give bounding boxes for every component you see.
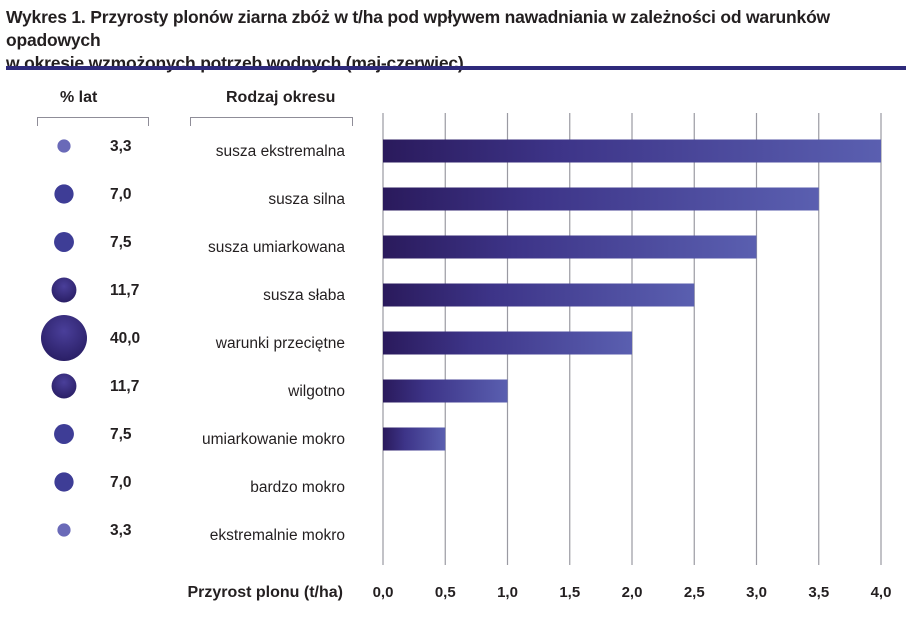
category-label: ekstremalnie mokro bbox=[210, 527, 345, 544]
category-label: susza silna bbox=[268, 191, 345, 208]
bar bbox=[383, 331, 632, 355]
percent-years-bubble bbox=[51, 373, 77, 399]
bar bbox=[383, 235, 757, 259]
percent-years-label: 11,7 bbox=[110, 282, 139, 299]
x-tick-label: 2,5 bbox=[684, 584, 705, 601]
percent-years-label: 40,0 bbox=[110, 330, 140, 347]
x-tick-label: 3,0 bbox=[746, 584, 767, 601]
bar bbox=[383, 187, 819, 211]
percent-years-bubble bbox=[57, 523, 71, 537]
x-tick-label: 1,0 bbox=[497, 584, 518, 601]
percent-years-label: 7,0 bbox=[110, 474, 132, 491]
chart-title-line-1: Wykres 1. Przyrosty plonów ziarna zbóż w… bbox=[6, 7, 830, 50]
percent-years-bubble bbox=[54, 184, 74, 204]
x-axis-title: Przyrost plonu (t/ha) bbox=[187, 584, 343, 601]
percent-years-bubble bbox=[51, 277, 77, 303]
bar bbox=[383, 283, 695, 307]
bar bbox=[383, 379, 508, 403]
category-label: susza słaba bbox=[263, 287, 345, 304]
bar bbox=[383, 427, 446, 451]
percent-years-label: 7,0 bbox=[110, 186, 132, 203]
x-tick-label: 0,0 bbox=[373, 584, 394, 601]
x-tick-label: 4,0 bbox=[871, 584, 892, 601]
percent-years-label: 3,3 bbox=[110, 138, 132, 155]
category-label: wilgotno bbox=[287, 383, 345, 400]
x-tick-label: 0,5 bbox=[435, 584, 456, 601]
percent-years-label: 7,5 bbox=[110, 234, 132, 251]
percent-years-label: 7,5 bbox=[110, 426, 132, 443]
category-label: susza umiarkowana bbox=[208, 239, 345, 256]
category-label: warunki przeciętne bbox=[215, 335, 345, 352]
period-type-bracket bbox=[190, 117, 353, 126]
percent-years-bubble bbox=[57, 139, 71, 153]
percent-years-bubble bbox=[54, 232, 74, 252]
x-tick-label: 3,5 bbox=[808, 584, 829, 601]
percent-years-bubble bbox=[41, 315, 87, 361]
category-label: susza ekstremalna bbox=[216, 143, 346, 160]
percent-years-bubble bbox=[54, 472, 74, 492]
period-type-header: Rodzaj okresu bbox=[226, 89, 336, 106]
category-label: bardzo mokro bbox=[250, 479, 345, 496]
percent-years-bracket bbox=[37, 117, 149, 126]
x-tick-label: 2,0 bbox=[622, 584, 643, 601]
percent-years-bubble bbox=[54, 424, 74, 444]
x-tick-label: 1,5 bbox=[559, 584, 580, 601]
category-label: umiarkowanie mokro bbox=[202, 431, 345, 448]
title-divider bbox=[6, 66, 906, 70]
percent-years-label: 11,7 bbox=[110, 378, 139, 395]
percent-years-label: 3,3 bbox=[110, 522, 132, 539]
bar bbox=[383, 139, 881, 163]
percent-years-header: % lat bbox=[60, 89, 98, 106]
